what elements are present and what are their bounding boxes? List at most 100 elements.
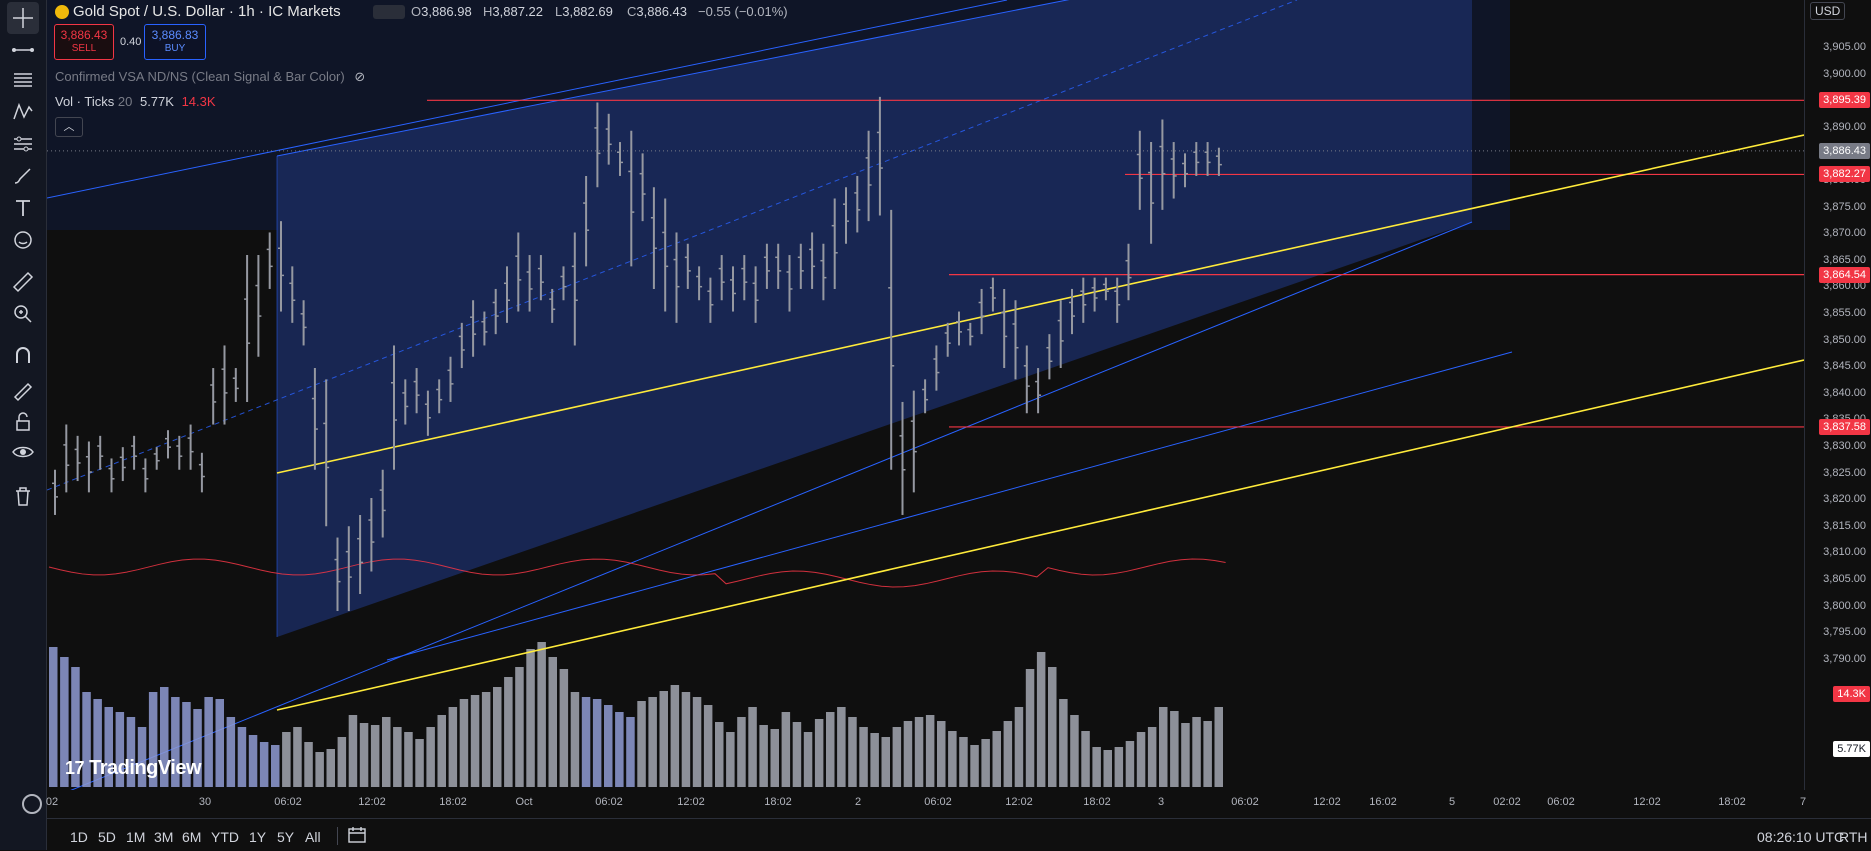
zoom-icon[interactable] [7,298,39,330]
collapse-legend-button[interactable]: ︿ [55,117,83,137]
tv-logo-text: TradingView [89,757,202,779]
volume-bar [359,723,369,787]
volume-bar [126,717,136,787]
pattern-icon[interactable] [7,96,39,128]
fib-icon[interactable] [7,64,39,96]
ruler-icon[interactable] [7,266,39,298]
price-axis-label: 3,790.00 [1823,652,1866,665]
price-axis-label: 3,850.00 [1823,333,1866,346]
volume-bar [970,745,979,787]
vol-label: Vol · Ticks [55,94,115,109]
clock[interactable]: 08:26:10 UTC [1757,829,1845,845]
buy-label: BUY [164,43,186,54]
volume-bar [271,745,280,787]
volume-bar [248,735,258,787]
timeframe-5y[interactable]: 5Y [277,829,295,845]
vsa-indicator-label[interactable]: Confirmed VSA ND/NS (Clean Signal & Bar … [55,69,365,85]
time-axis-label: 06:02 [1231,796,1259,808]
inner-channel-top [276,0,1070,157]
volume-bar [226,717,236,787]
sell-button[interactable]: 3,886.43 SELL [54,24,114,60]
trash-icon[interactable] [7,480,39,512]
price-axis-label: 3,865.00 [1823,253,1866,266]
hidden-eye-icon[interactable]: ⊘ [354,69,366,84]
time-axis-label: 16:02 [1369,796,1397,808]
volume-bar [204,697,213,787]
volume-indicator-label[interactable]: Vol · Ticks 20 5.77K 14.3K [55,94,216,109]
channel-median-line [47,0,1298,491]
volume-ma-line [48,558,1226,588]
volume-bar [837,707,846,787]
volume-bar [382,717,391,787]
axis-settings-icon[interactable] [22,794,42,814]
volume-bar [648,697,657,787]
price-axis-label: 3,830.00 [1823,440,1866,452]
time-axis-label: 30 [198,796,212,808]
volume-bar [570,692,580,787]
session-toggle[interactable]: RTH [1839,829,1868,845]
emoji-icon[interactable] [7,224,39,256]
price-axis[interactable]: USD 3,905.003,900.003,895.003,890.003,88… [1804,0,1871,790]
volume-bar [1003,721,1013,787]
volume-bar [470,695,480,787]
volume-bar [1214,707,1223,787]
timeframe-all[interactable]: All [305,829,321,845]
eye-icon[interactable] [7,436,39,468]
timeframe-3m[interactable]: 3M [154,829,174,845]
crosshair-icon[interactable] [7,2,39,34]
timeframe-6m[interactable]: 6M [182,829,202,845]
volume-bar [626,717,635,787]
spread-value: 0.40 [120,36,142,48]
divider [337,827,338,845]
volume-bar [537,642,546,787]
lock-drawing-icon[interactable] [7,374,39,406]
volume-bar [937,721,946,787]
chart-pane[interactable]: Gold Spot / U.S. Dollar · 1h · IC Market… [47,0,1804,790]
volume-bar [348,715,358,787]
volume-bar [903,721,913,787]
date-range-icon[interactable] [347,826,367,847]
price-tag-current: 3,886.43 [1819,142,1870,159]
volume-bar [1025,669,1035,787]
time-axis-label: 06:02 [274,796,302,808]
volume-bar [426,727,435,787]
time-axis-label: 12:02 [1005,796,1033,808]
volume-bar [992,731,1001,787]
timeframe-ytd[interactable]: YTD [211,829,239,845]
timeframe-5d[interactable]: 5D [98,829,116,845]
ohlc-close: C3,886.43 [627,4,687,19]
time-axis-label: 5 [1448,796,1456,808]
forecast-icon[interactable] [7,128,39,160]
volume-bar [60,657,69,787]
currency-selector[interactable]: USD [1810,2,1846,20]
price-axis-label: 3,860.00 [1823,280,1866,293]
buy-button[interactable]: 3,886.83 BUY [144,24,206,60]
brush-icon[interactable] [7,160,39,192]
volume-bar [293,727,302,787]
time-axis-label: 18:02 [1718,796,1746,808]
price-axis-label: 3,900.00 [1823,67,1866,80]
magnet-icon[interactable] [7,340,39,372]
volume-bar [104,707,113,787]
volume-bar [1081,731,1090,787]
timeframe-1y[interactable]: 1Y [249,829,267,845]
symbol-title[interactable]: Gold Spot / U.S. Dollar · 1h · IC Market… [73,3,341,20]
lock-icon[interactable] [7,406,39,438]
volume-bar [748,707,757,787]
volume-bar [459,699,469,787]
volume-bar [848,717,857,787]
time-axis-label: 12:02 [1633,796,1661,808]
volume-bar [326,749,335,787]
price-tag-level4: 3,837.58 [1819,418,1870,435]
trend-line-icon[interactable] [7,34,39,66]
volume-bar [559,669,569,787]
volume-bar [726,732,735,787]
price-chart[interactable] [47,0,1804,790]
eye-toggle-icon[interactable] [373,5,405,19]
volume-bar [1159,707,1168,787]
timeframe-1m[interactable]: 1M [126,829,146,845]
text-icon[interactable] [7,192,39,224]
ohlc-low: L3,882.69 [555,4,613,19]
timeframe-1d[interactable]: 1D [70,829,88,845]
price-tag-level2: 3,882.27 [1819,166,1870,183]
